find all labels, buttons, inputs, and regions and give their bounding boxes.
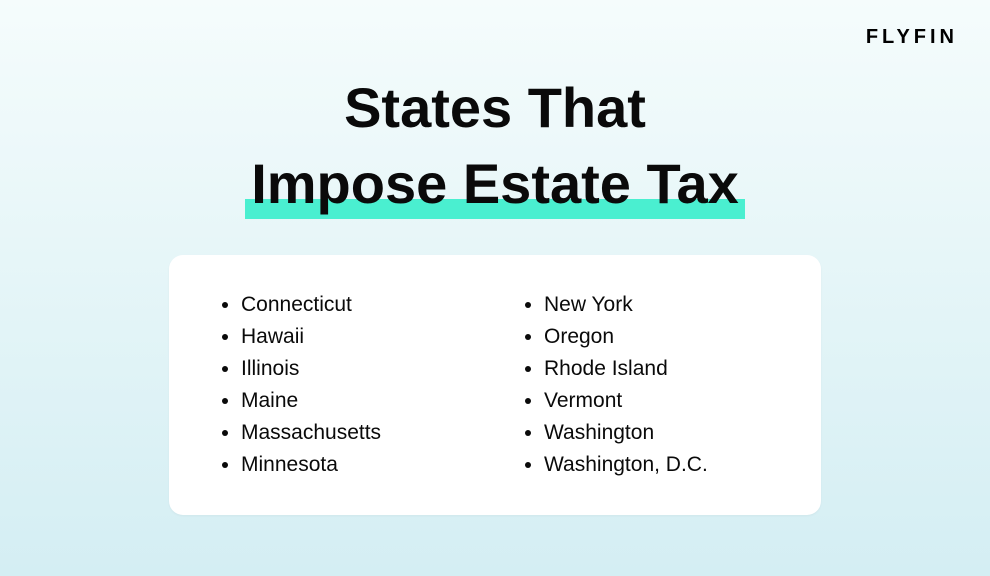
list-item: Illinois — [241, 353, 478, 385]
title-line-1: States That — [344, 76, 646, 139]
list-item: Minnesota — [241, 449, 478, 481]
list-item: Washington, D.C. — [544, 449, 781, 481]
list-item: Hawaii — [241, 321, 478, 353]
states-column-1: Connecticut Hawaii Illinois Maine Massac… — [223, 289, 478, 481]
list-item: New York — [544, 289, 781, 321]
list-item: Washington — [544, 417, 781, 449]
infographic-container: FLYFIN States That Impose Estate Tax Con… — [0, 0, 990, 576]
list-item: Massachusetts — [241, 417, 478, 449]
list-item: Oregon — [544, 321, 781, 353]
states-column-2: New York Oregon Rhode Island Vermont Was… — [478, 289, 781, 481]
list-item: Maine — [241, 385, 478, 417]
title-highlight-wrap: Impose Estate Tax — [251, 146, 739, 222]
brand-logo: FLYFIN — [866, 26, 958, 49]
page-title: States That Impose Estate Tax — [0, 70, 990, 221]
list-item: Rhode Island — [544, 353, 781, 385]
list-item: Vermont — [544, 385, 781, 417]
states-card: Connecticut Hawaii Illinois Maine Massac… — [169, 255, 821, 515]
list-item: Connecticut — [241, 289, 478, 321]
title-line-2: Impose Estate Tax — [251, 152, 739, 215]
